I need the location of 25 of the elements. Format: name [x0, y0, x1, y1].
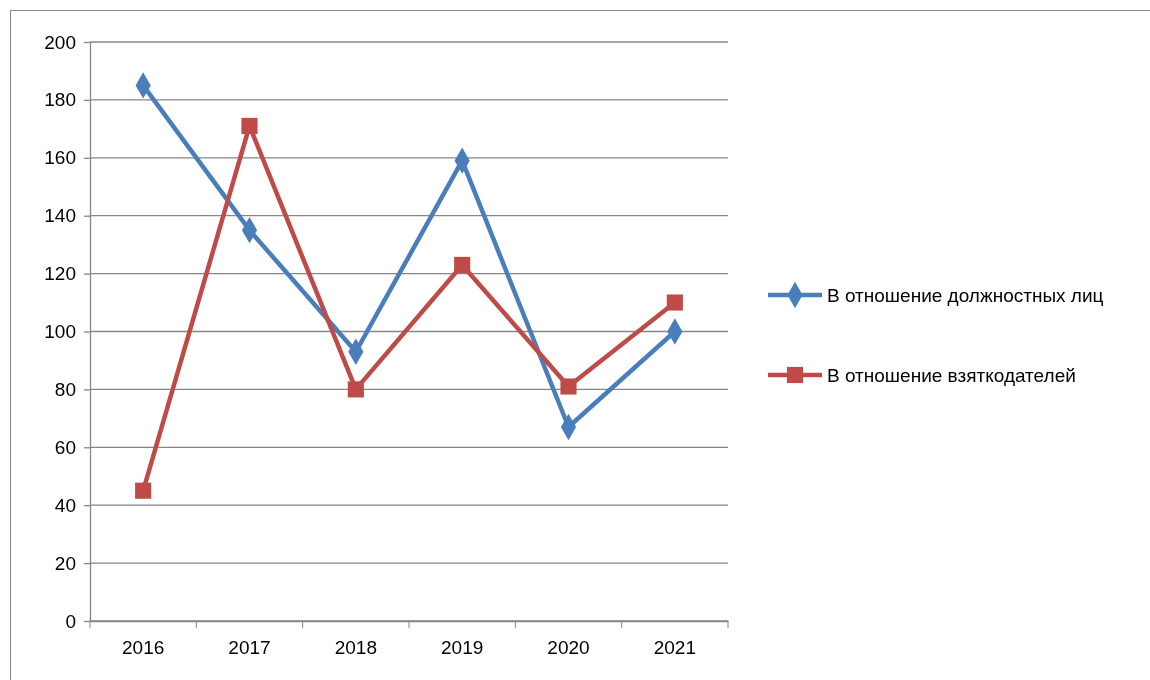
point — [241, 117, 258, 135]
x-tick-label: 2017 — [228, 637, 271, 659]
point — [347, 381, 364, 398]
point — [560, 378, 577, 395]
y-tick-label: 0 — [65, 610, 76, 632]
point — [454, 256, 471, 273]
y-tick-label: 100 — [44, 321, 76, 343]
y-tick-label: 40 — [54, 494, 76, 516]
x-tick-label: 2021 — [653, 637, 696, 659]
x-tick-label: 2019 — [441, 637, 484, 659]
y-tick-label: 160 — [44, 147, 76, 169]
point — [135, 482, 152, 499]
legend-label: В отношение должностных лиц — [827, 285, 1104, 306]
x-tick-label: 2016 — [122, 637, 165, 659]
y-tick-label: 180 — [44, 89, 76, 111]
y-tick-label: 60 — [54, 436, 76, 458]
y-tick-label: 140 — [44, 205, 76, 227]
x-tick-label: 2020 — [547, 637, 590, 659]
legend-label: В отношение взяткодателей — [827, 365, 1076, 386]
y-tick-label: 200 — [44, 31, 76, 53]
y-tick-label: 120 — [44, 263, 76, 285]
y-tick-label: 20 — [54, 552, 76, 574]
point — [666, 294, 683, 311]
x-tick-label: 2018 — [334, 637, 377, 659]
y-tick-label: 80 — [54, 378, 76, 400]
